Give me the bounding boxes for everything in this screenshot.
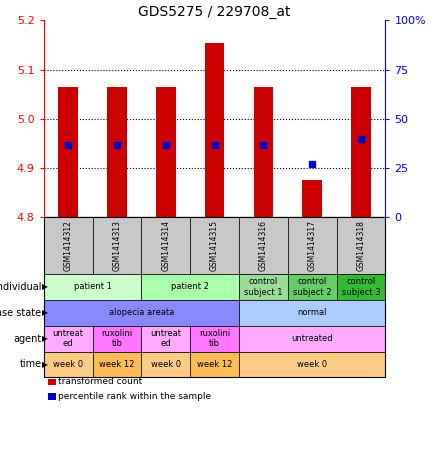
- Bar: [107, 87, 127, 217]
- Text: GSM1414314: GSM1414314: [161, 220, 170, 271]
- Text: GSM1414315: GSM1414315: [210, 220, 219, 271]
- Text: agent: agent: [14, 333, 42, 344]
- Text: GSM1414312: GSM1414312: [64, 220, 73, 271]
- Bar: [303, 180, 322, 217]
- Text: ▶: ▶: [42, 308, 48, 317]
- Text: percentile rank within the sample: percentile rank within the sample: [58, 392, 211, 401]
- Text: week 0: week 0: [297, 360, 327, 369]
- Title: GDS5275 / 229708_at: GDS5275 / 229708_at: [138, 5, 291, 19]
- Text: transformed count: transformed count: [58, 377, 142, 386]
- Text: ruxolini
tib: ruxolini tib: [101, 329, 133, 348]
- Text: disease state: disease state: [0, 308, 42, 318]
- Text: patient 1: patient 1: [74, 283, 112, 291]
- Bar: [205, 43, 224, 217]
- Text: control
subject 2: control subject 2: [293, 277, 332, 297]
- Text: GSM1414317: GSM1414317: [308, 220, 317, 271]
- Text: ▶: ▶: [42, 283, 48, 291]
- Text: untreat
ed: untreat ed: [53, 329, 84, 348]
- Text: individual: individual: [0, 282, 42, 292]
- Text: ▶: ▶: [42, 334, 48, 343]
- Text: normal: normal: [297, 308, 327, 317]
- Text: GSM1414316: GSM1414316: [259, 220, 268, 271]
- Bar: [58, 87, 78, 217]
- Text: untreat
ed: untreat ed: [150, 329, 181, 348]
- Text: week 0: week 0: [53, 360, 83, 369]
- Text: control
subject 3: control subject 3: [342, 277, 380, 297]
- Text: untreated: untreated: [291, 334, 333, 343]
- Bar: [254, 87, 273, 217]
- Text: alopecia areata: alopecia areata: [109, 308, 174, 317]
- Text: week 0: week 0: [151, 360, 181, 369]
- Text: week 12: week 12: [197, 360, 232, 369]
- Text: ▶: ▶: [42, 360, 48, 369]
- Bar: [351, 87, 371, 217]
- Text: time: time: [19, 359, 42, 370]
- Bar: [156, 87, 176, 217]
- Text: patient 2: patient 2: [171, 283, 209, 291]
- Text: control
subject 1: control subject 1: [244, 277, 283, 297]
- Text: GSM1414313: GSM1414313: [113, 220, 121, 271]
- Text: week 12: week 12: [99, 360, 135, 369]
- Text: ruxolini
tib: ruxolini tib: [199, 329, 230, 348]
- Text: GSM1414318: GSM1414318: [357, 220, 366, 271]
